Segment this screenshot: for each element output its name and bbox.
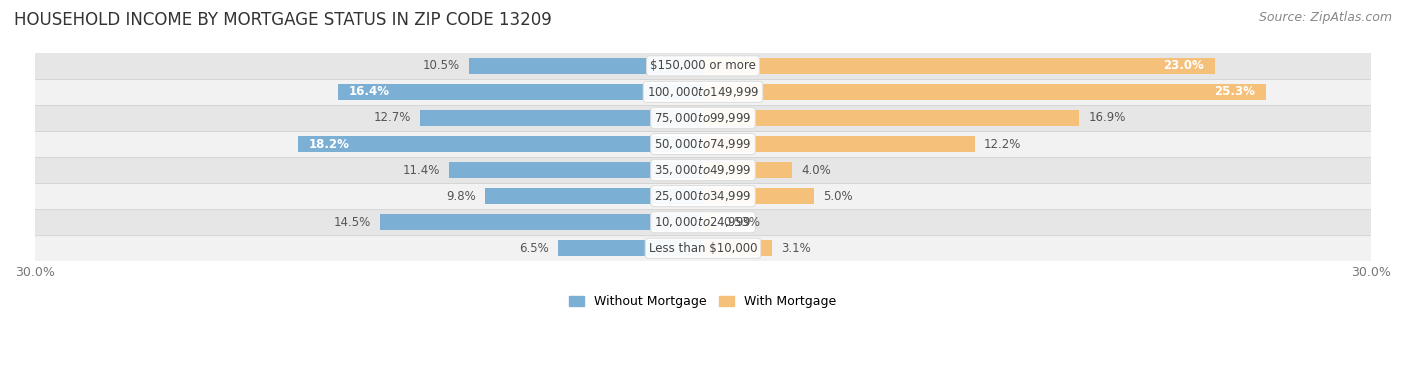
Text: 4.0%: 4.0% [801,164,831,177]
Bar [337,84,703,100]
Bar [298,136,703,152]
Text: $10,000 to $24,999: $10,000 to $24,999 [654,215,752,229]
Legend: Without Mortgage, With Mortgage: Without Mortgage, With Mortgage [564,290,842,313]
Bar [449,162,703,178]
Text: $25,000 to $34,999: $25,000 to $34,999 [654,189,752,203]
Text: Less than $10,000: Less than $10,000 [648,242,758,255]
Bar [703,136,974,152]
Text: $75,000 to $99,999: $75,000 to $99,999 [654,111,752,125]
Text: 5.0%: 5.0% [824,190,853,203]
FancyBboxPatch shape [34,104,1372,132]
Bar [703,58,1215,74]
Text: 23.0%: 23.0% [1163,59,1204,72]
Text: 3.1%: 3.1% [780,242,811,255]
Text: HOUSEHOLD INCOME BY MORTGAGE STATUS IN ZIP CODE 13209: HOUSEHOLD INCOME BY MORTGAGE STATUS IN Z… [14,11,551,29]
Bar [703,214,714,230]
Text: 6.5%: 6.5% [520,242,550,255]
Text: 10.5%: 10.5% [423,59,460,72]
Bar [703,110,1080,126]
Text: 14.5%: 14.5% [335,216,371,229]
Text: 16.9%: 16.9% [1088,112,1126,124]
Bar [558,240,703,256]
Bar [703,162,792,178]
Text: Source: ZipAtlas.com: Source: ZipAtlas.com [1258,11,1392,24]
FancyBboxPatch shape [34,52,1372,79]
Text: $150,000 or more: $150,000 or more [650,59,756,72]
FancyBboxPatch shape [34,78,1372,105]
Text: 11.4%: 11.4% [404,164,440,177]
Text: 9.8%: 9.8% [446,190,475,203]
FancyBboxPatch shape [34,130,1372,158]
Bar [470,58,703,74]
Text: $35,000 to $49,999: $35,000 to $49,999 [654,163,752,177]
Text: 12.7%: 12.7% [374,112,412,124]
FancyBboxPatch shape [34,235,1372,262]
FancyBboxPatch shape [34,156,1372,184]
Bar [703,188,814,204]
Text: 18.2%: 18.2% [309,138,350,150]
Text: 16.4%: 16.4% [349,85,389,98]
Text: $50,000 to $74,999: $50,000 to $74,999 [654,137,752,151]
Text: $100,000 to $149,999: $100,000 to $149,999 [647,85,759,99]
Text: 0.53%: 0.53% [724,216,761,229]
Text: 25.3%: 25.3% [1215,85,1256,98]
Text: 12.2%: 12.2% [984,138,1021,150]
Bar [380,214,703,230]
Bar [420,110,703,126]
FancyBboxPatch shape [34,209,1372,236]
Bar [703,240,772,256]
Bar [485,188,703,204]
Bar [703,84,1267,100]
FancyBboxPatch shape [34,183,1372,210]
